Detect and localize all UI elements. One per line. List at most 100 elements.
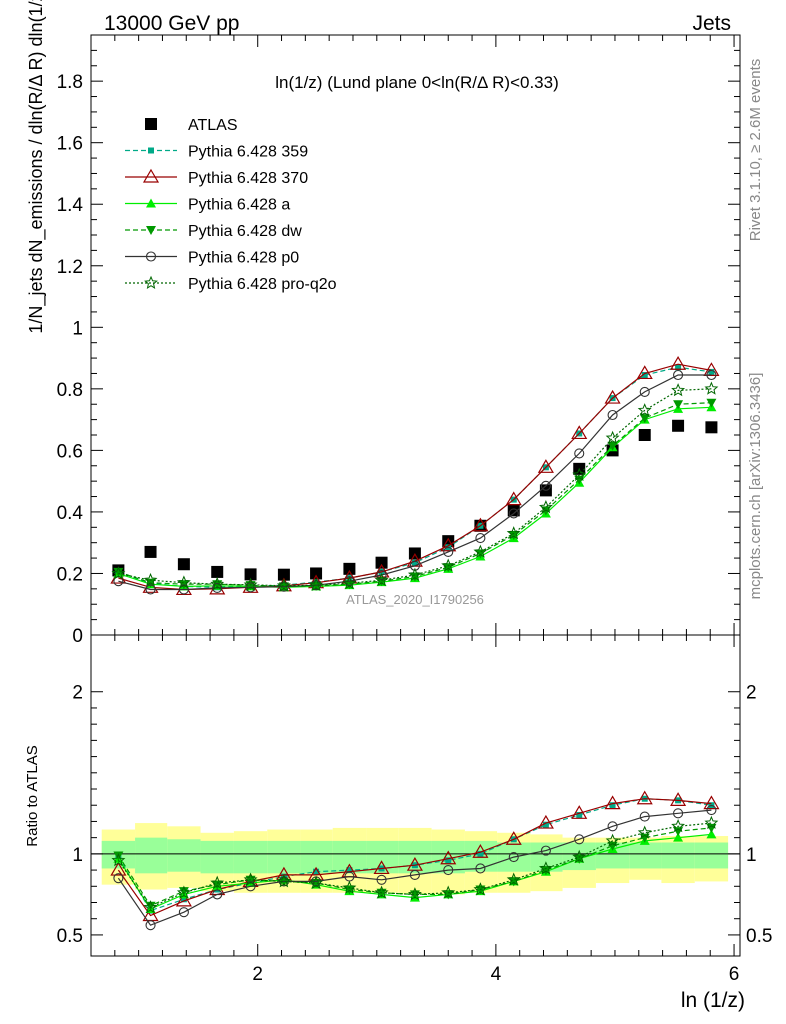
data-point-pythia-6-428-dw [475, 549, 486, 559]
rivet-version-label: Rivet 3.1.10, ≥ 2.6M events [747, 59, 764, 242]
data-point-pythia-6-428-dw [540, 866, 551, 876]
legend-entry: Pythia 6.428 a [125, 197, 290, 214]
data-point-pythia-6-428-pro-q2o [143, 900, 158, 914]
data-point-pythia-6-428-pro-q2o [407, 887, 422, 901]
data-point-pythia-6-428-p0 [540, 845, 551, 856]
data-point-pythia-6-428-dw [706, 398, 717, 408]
series-atlas [112, 419, 718, 581]
legend-label: Pythia 6.428 370 [188, 170, 308, 187]
legend-entry: Pythia 6.428 370 [125, 168, 308, 187]
x-axis-label: ln (1/z) [681, 989, 745, 1012]
band-green-segment [200, 840, 234, 874]
data-point-pythia-6-428-p0 [245, 881, 256, 892]
data-point-pythia-6-428-370 [373, 860, 390, 875]
data-point-pythia-6-428-dw [508, 877, 519, 887]
y-tick-label: 2 [72, 683, 83, 704]
data-point-pythia-6-428-359 [542, 821, 549, 828]
data-point-atlas [638, 429, 651, 441]
data-point-pythia-6-428-dw [673, 400, 684, 410]
data-point-pythia-6-428-dw [376, 577, 387, 587]
band-green-segment [629, 842, 662, 869]
data-point-pythia-6-428-p0 [409, 869, 420, 880]
series-line-pythia-6-428-pro-q2o [118, 388, 712, 587]
data-point-pythia-6-428-pro-q2o [276, 874, 291, 888]
legend-label: Pythia 6.428 dw [188, 223, 302, 240]
data-point-pythia-6-428-pro-q2o [441, 558, 456, 572]
data-point-pythia-6-428-dw [706, 823, 717, 833]
series-line-pythia-6-428-p0 [117, 809, 712, 926]
data-point-pythia-6-428-370 [505, 831, 522, 845]
data-point-pythia-6-428-p0 [212, 582, 223, 593]
series-pythia-6-428-pro-q2o [111, 815, 719, 914]
data-point-atlas [343, 562, 356, 575]
data-point-pythia-6-428-pro-q2o [473, 882, 488, 896]
data-point-pythia-6-428-pro-q2o [473, 544, 488, 558]
data-point-pythia-6-428-370 [472, 844, 489, 858]
y-tick-label-right: 2 [746, 683, 757, 704]
data-point-pythia-6-428-pro-q2o [704, 381, 719, 395]
data-point-pythia-6-428-p0 [673, 808, 684, 819]
data-point-pythia-6-428-370 [537, 459, 554, 473]
legend: ATLAS Pythia 6.428 359 Pythia 6.428 370 Pyt… [125, 117, 337, 293]
x-tick-label: 6 [729, 964, 740, 985]
main-axis-ticks: 0 0.2 0.4 0.6 0.8 1 1.2 1.4 1.6 1.8 [57, 35, 740, 647]
data-point-pythia-6-428-pro-q2o [176, 885, 191, 899]
legend-marker [145, 251, 157, 262]
data-point-pythia-6-428-pro-q2o [276, 578, 291, 592]
y-tick-label: 0.6 [57, 441, 83, 462]
data-point-pythia-6-428-pro-q2o [309, 577, 324, 592]
y-tick-label: 0.2 [57, 564, 83, 585]
data-point-pythia-6-428-p0 [376, 569, 387, 581]
data-point-pythia-6-428-p0 [278, 581, 289, 592]
header-right: Jets [692, 12, 731, 35]
data-point-pythia-6-428-dw [508, 531, 519, 540]
data-point-pythia-6-428-pro-q2o [210, 875, 225, 889]
data-point-pythia-6-428-dw [639, 833, 650, 843]
data-point-pythia-6-428-370 [670, 356, 687, 370]
band-green-segment [431, 840, 465, 874]
data-point-pythia-6-428-pro-q2o [605, 833, 620, 847]
data-point-pythia-6-428-359 [313, 868, 320, 875]
data-point-pythia-6-428-pro-q2o [572, 849, 587, 864]
data-point-atlas [310, 567, 323, 580]
legend-label: Pythia 6.428 a [188, 197, 290, 214]
data-point-pythia-6-428-359 [609, 802, 616, 809]
data-point-pythia-6-428-pro-q2o [407, 567, 422, 581]
data-point-pythia-6-428-pro-q2o [572, 467, 587, 481]
data-point-pythia-6-428-p0 [639, 386, 650, 397]
data-point-pythia-6-428-pro-q2o [637, 825, 652, 839]
y-tick-label-right: 0.5 [746, 926, 772, 947]
data-point-pythia-6-428-359 [180, 896, 187, 903]
data-point-pythia-6-428-pro-q2o [671, 383, 686, 397]
data-point-pythia-6-428-pro-q2o [374, 572, 389, 587]
legend-entry: Pythia 6.428 p0 [125, 250, 299, 267]
series-line-pythia-6-428-p0 [118, 374, 712, 591]
data-point-pythia-6-428-pro-q2o [111, 852, 126, 867]
data-point-pythia-6-428-370 [604, 795, 621, 810]
y-tick-label: 1 [72, 845, 83, 866]
data-point-atlas [211, 565, 224, 578]
data-point-pythia-6-428-370 [636, 790, 653, 805]
legend-entry: Pythia 6.428 dw [125, 223, 302, 240]
data-point-pythia-6-428-359 [576, 811, 583, 818]
data-point-pythia-6-428-pro-q2o [506, 872, 521, 886]
data-point-pythia-6-428-p0 [639, 811, 650, 822]
data-point-pythia-6-428-dw [639, 414, 650, 424]
data-point-pythia-6-428-pro-q2o [243, 872, 258, 886]
legend-entry: Pythia 6.428 pro-q2o [125, 275, 337, 293]
band-green-segment [661, 842, 695, 869]
data-point-pythia-6-428-pro-q2o [342, 880, 357, 894]
data-point-pythia-6-428-p0 [508, 852, 519, 863]
band-green-segment [233, 840, 268, 874]
data-point-pythia-6-428-359 [708, 368, 715, 375]
series-line-pythia-6-428-pro-q2o [117, 822, 712, 909]
band-green-segment [135, 837, 168, 874]
data-point-pythia-6-428-359 [675, 364, 682, 371]
data-point-pythia-6-428-a [706, 829, 717, 839]
data-point-pythia-6-428-dw [113, 851, 124, 861]
data-point-pythia-6-428-p0 [607, 821, 618, 832]
data-point-pythia-6-428-p0 [145, 584, 156, 595]
header-left: 13000 GeV pp [104, 12, 239, 35]
y-tick-label: 0.8 [57, 380, 83, 401]
